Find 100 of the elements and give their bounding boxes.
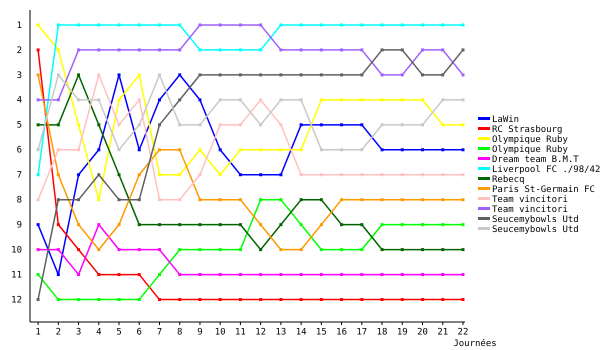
point xyxy=(279,198,282,202)
point xyxy=(441,48,444,52)
point xyxy=(441,198,444,202)
point xyxy=(56,223,60,226)
point xyxy=(300,48,303,52)
y-tick-label: 9 xyxy=(16,220,22,231)
point xyxy=(238,48,242,52)
point xyxy=(259,273,262,276)
x-tick-label: 9 xyxy=(197,327,203,338)
point xyxy=(218,173,222,176)
point xyxy=(259,148,262,152)
point xyxy=(279,98,282,102)
point xyxy=(279,223,282,226)
point xyxy=(238,98,242,102)
point xyxy=(400,23,404,26)
y-tick-label: 7 xyxy=(16,170,22,181)
point xyxy=(400,173,404,176)
point xyxy=(360,248,364,252)
point xyxy=(238,23,242,26)
point xyxy=(461,198,464,202)
point xyxy=(198,98,202,102)
point xyxy=(198,73,202,76)
point xyxy=(138,173,141,176)
point xyxy=(320,273,323,276)
line-series xyxy=(36,23,464,102)
point xyxy=(77,223,80,226)
point xyxy=(56,148,60,152)
point xyxy=(36,248,40,252)
point xyxy=(421,298,424,302)
y-tick-label: 6 xyxy=(16,146,22,156)
point xyxy=(198,48,202,52)
point xyxy=(138,123,141,126)
point xyxy=(36,273,40,276)
point xyxy=(118,248,121,252)
point xyxy=(360,98,364,102)
point xyxy=(279,123,282,126)
point xyxy=(380,298,384,302)
point xyxy=(178,98,182,102)
point xyxy=(380,73,384,76)
point xyxy=(380,273,384,276)
y-tick-label: 4 xyxy=(16,96,22,106)
point xyxy=(56,273,60,276)
legend-label: Team vincitori xyxy=(492,205,568,215)
point xyxy=(400,148,404,152)
point xyxy=(380,98,384,102)
point xyxy=(320,48,323,52)
point xyxy=(421,98,424,102)
point xyxy=(118,123,121,126)
point xyxy=(97,298,100,302)
point xyxy=(300,298,303,302)
point xyxy=(421,223,424,226)
point xyxy=(441,298,444,302)
y-tick-label: 8 xyxy=(16,196,22,206)
point xyxy=(441,98,444,102)
point xyxy=(259,298,262,302)
legend-label: Paris St-Germain FC xyxy=(492,185,595,195)
legend-label: Team vincitori xyxy=(492,195,568,205)
point xyxy=(198,223,202,226)
point xyxy=(118,73,121,76)
line-series xyxy=(36,48,464,302)
point xyxy=(198,248,202,252)
point xyxy=(340,148,344,152)
point xyxy=(36,123,40,126)
point xyxy=(441,248,444,252)
point xyxy=(158,98,161,102)
point xyxy=(320,148,323,152)
point xyxy=(198,123,202,126)
point xyxy=(97,223,100,226)
point xyxy=(421,123,424,126)
point xyxy=(36,198,40,202)
point xyxy=(340,298,344,302)
point xyxy=(238,248,242,252)
point xyxy=(56,173,60,176)
point xyxy=(77,123,80,126)
point xyxy=(320,248,323,252)
point xyxy=(300,98,303,102)
point xyxy=(300,148,303,152)
point xyxy=(461,73,464,76)
point xyxy=(118,223,121,226)
y-tick-label: 10 xyxy=(11,245,22,256)
point xyxy=(441,273,444,276)
point xyxy=(218,198,222,202)
point xyxy=(56,23,60,26)
point xyxy=(56,123,60,126)
point xyxy=(320,98,323,102)
point xyxy=(441,173,444,176)
x-tick-label: 14 xyxy=(296,327,307,338)
point xyxy=(36,298,40,302)
point xyxy=(77,48,80,52)
x-tick-label: 10 xyxy=(214,327,226,338)
point xyxy=(340,98,344,102)
point xyxy=(279,298,282,302)
point xyxy=(138,198,141,202)
point xyxy=(441,23,444,26)
point xyxy=(77,23,80,26)
point xyxy=(77,298,80,302)
x-tick-label: 7 xyxy=(156,327,162,338)
point xyxy=(320,173,323,176)
legend-label: RC Strasbourg xyxy=(492,125,562,135)
point xyxy=(36,23,40,26)
